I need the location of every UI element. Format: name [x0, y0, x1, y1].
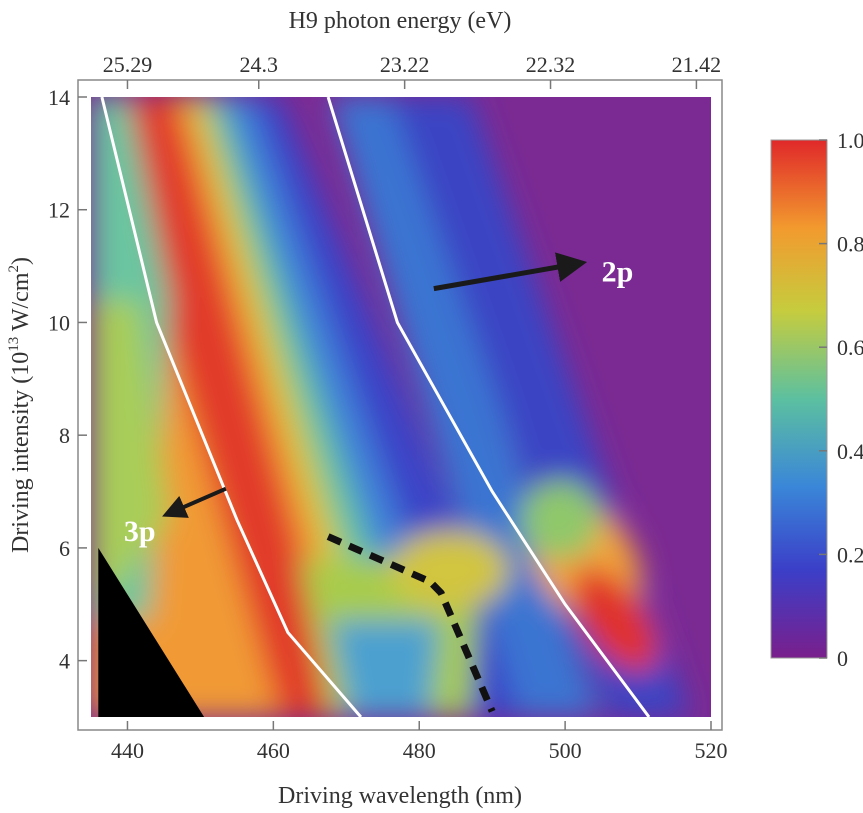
y-tick-label: 8: [59, 423, 70, 448]
top-tick-label: 22.32: [526, 52, 576, 77]
y-tick-label: 6: [59, 536, 70, 561]
x-tick-label: 460: [257, 738, 290, 763]
y-tick-label: 10: [48, 310, 70, 335]
y-tick-label: 14: [48, 85, 70, 110]
plot-frame: [77, 79, 723, 731]
x-axis-bottom: 440 460 480 500 520: [111, 721, 728, 763]
colorbar-tick-label: 0.8: [837, 232, 863, 257]
label-3p: 3p: [124, 515, 156, 548]
colorbar: [770, 139, 828, 659]
arrow-3p: [162, 486, 227, 518]
y-tick-label: 4: [59, 649, 70, 674]
colorbar-tick-label: 1.0: [837, 128, 863, 153]
x-tick-label: 520: [695, 738, 728, 763]
y-axis: 4 6 8 10 12 14: [48, 85, 87, 674]
resonance-line-2p: [326, 96, 651, 718]
colorbar-axis: 0 0.2 0.4 0.6 0.8 1.0: [819, 128, 863, 671]
y-axis-title: Driving intensity (1013 W/cm2): [6, 257, 34, 553]
colorbar-tick-label: 0: [837, 646, 848, 671]
x-axis-title: Driving wavelength (nm): [278, 783, 522, 809]
heatmap-field: [91, 97, 711, 717]
top-tick-label: 25.29: [103, 52, 153, 77]
top-tick-label: 23.22: [380, 52, 430, 77]
resonance-line-3p: [100, 96, 363, 718]
x-tick-label: 500: [549, 738, 582, 763]
excluded-region: [98, 547, 205, 717]
colorbar-tick-label: 0.6: [837, 335, 863, 360]
label-2p: 2p: [602, 256, 634, 289]
arrow-2p: [433, 252, 588, 292]
y-tick-label: 12: [48, 198, 70, 223]
top-axis-title: H9 photon energy (eV): [289, 8, 512, 34]
x-tick-label: 440: [111, 738, 144, 763]
colorbar-tick-label: 0.4: [837, 439, 863, 464]
x-axis-top: 25.29 24.3 23.22 22.32 21.42: [103, 52, 721, 89]
x-tick-label: 480: [403, 738, 436, 763]
colorbar-tick-label: 0.2: [837, 542, 863, 567]
top-tick-label: 24.3: [240, 52, 279, 77]
top-tick-label: 21.42: [672, 52, 722, 77]
dashed-trajectory-line: [326, 533, 496, 713]
